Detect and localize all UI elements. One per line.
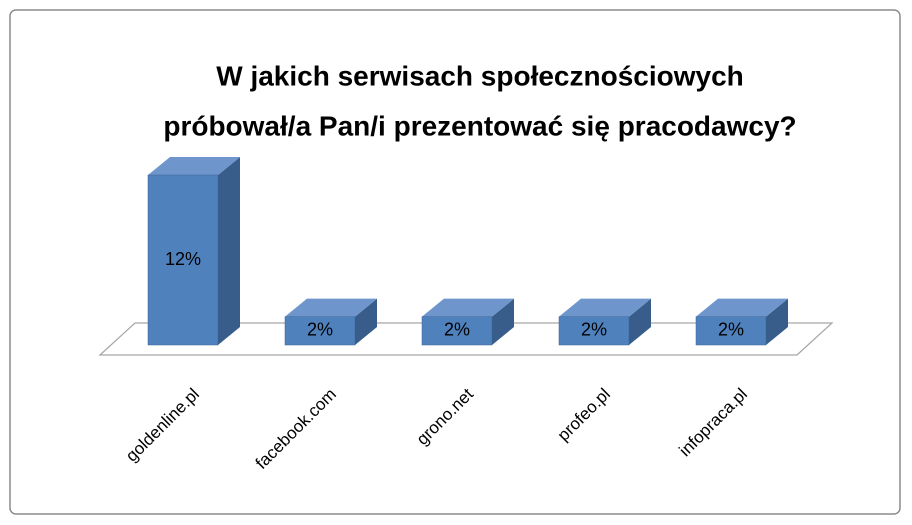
data-label: 2% xyxy=(581,320,607,340)
chart-title: W jakich serwisach społecznościowych xyxy=(216,60,744,91)
bar-side xyxy=(355,298,377,345)
data-label: 2% xyxy=(444,320,470,340)
bar xyxy=(421,316,493,346)
bar-top xyxy=(285,298,377,317)
bar-side xyxy=(492,298,514,345)
data-label: 12% xyxy=(165,249,201,269)
bar-side xyxy=(766,298,788,345)
bar-top xyxy=(696,298,788,317)
bar-side xyxy=(629,298,651,345)
bar-top xyxy=(559,298,651,317)
chart-title: próbował/a Pan/i prezentować się pracoda… xyxy=(163,110,796,141)
bar-side xyxy=(218,157,240,345)
bar xyxy=(147,174,219,346)
bar xyxy=(284,316,356,346)
bar xyxy=(558,316,630,346)
bar-top xyxy=(148,157,240,175)
data-label: 2% xyxy=(718,320,744,340)
bar xyxy=(695,316,767,346)
data-label: 2% xyxy=(307,320,333,340)
bar-top xyxy=(422,298,514,317)
chart-frame xyxy=(9,9,901,515)
